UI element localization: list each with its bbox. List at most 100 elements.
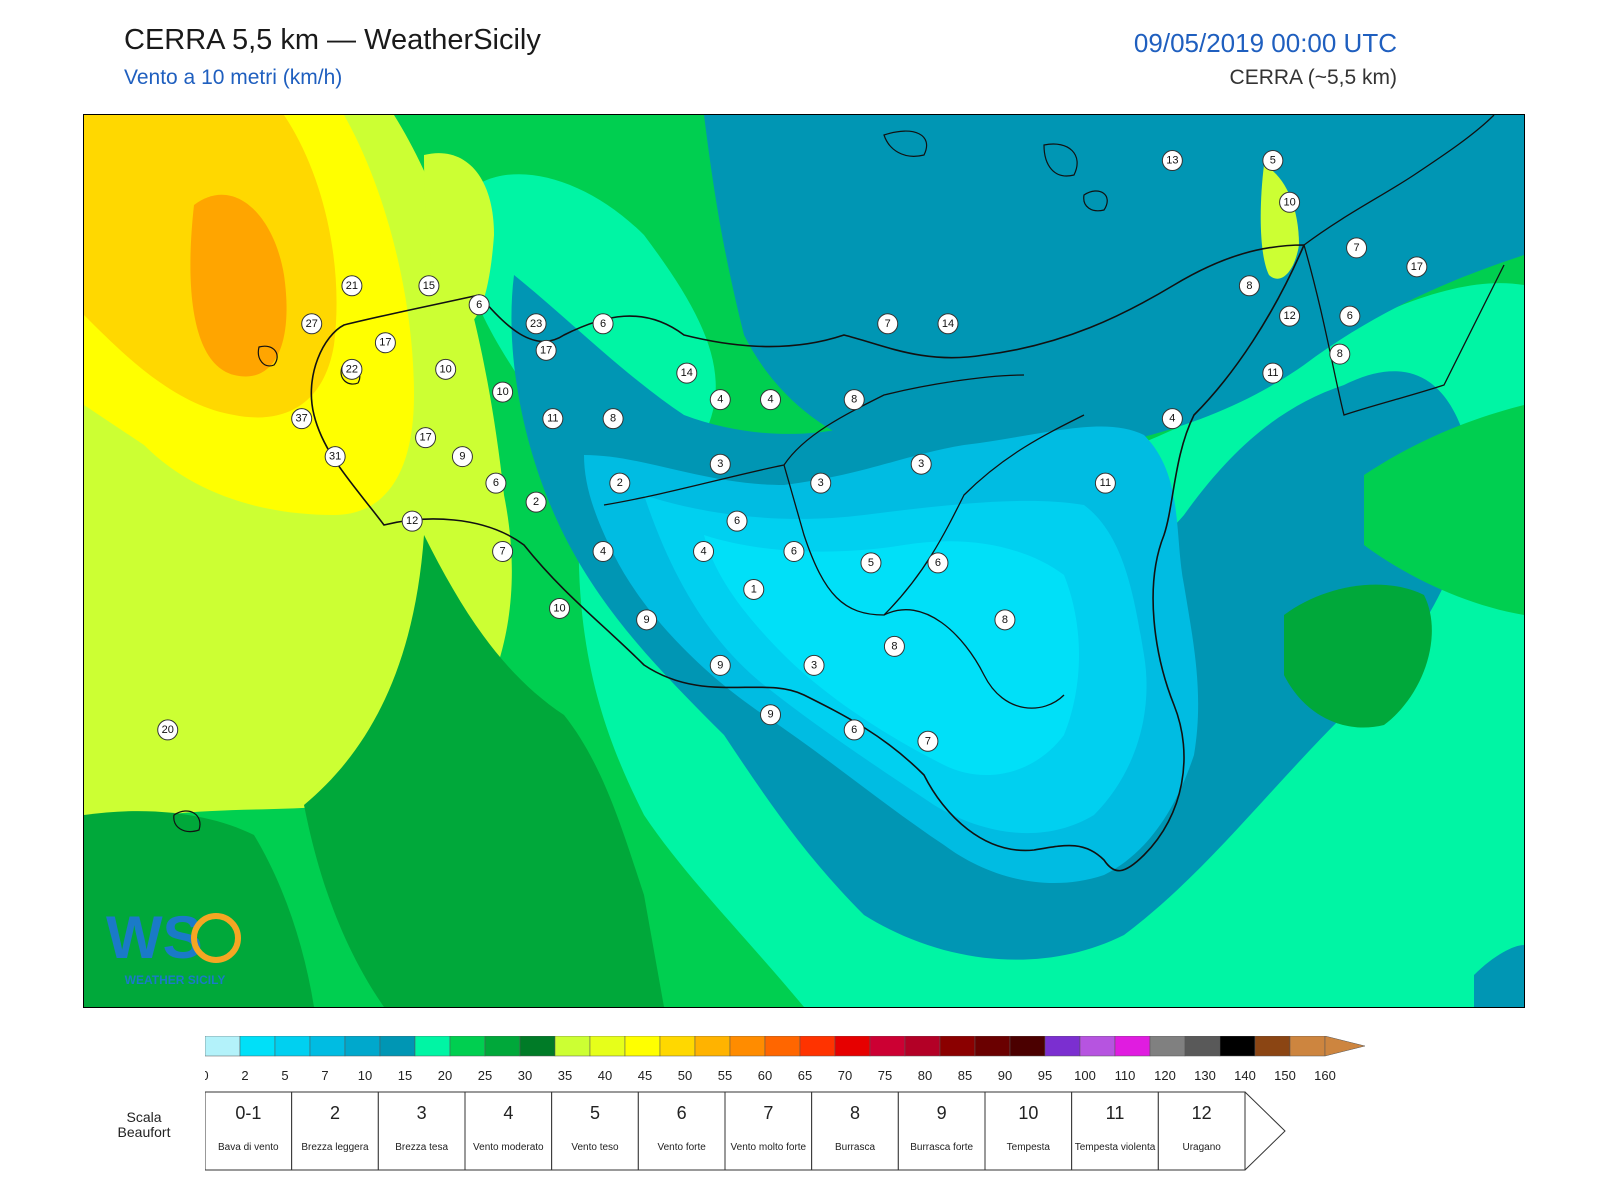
station-value: 3 xyxy=(717,458,723,470)
station-value: 14 xyxy=(681,367,693,379)
station-value: 5 xyxy=(868,557,874,569)
station-value: 9 xyxy=(644,614,650,626)
station-circle xyxy=(883,635,905,657)
beaufort-cell xyxy=(637,1091,726,1171)
colorbar-swatch xyxy=(449,1036,486,1057)
station-value: 4 xyxy=(600,546,606,558)
station-value: 10 xyxy=(1283,196,1295,208)
colorbar-swatch xyxy=(1184,1036,1221,1057)
calabria-coastline xyxy=(1303,115,1505,416)
beaufort-name: Vento moderato xyxy=(473,1142,544,1153)
station-marker: 12 xyxy=(401,510,423,532)
colorbar-tick-label: 85 xyxy=(958,1068,972,1083)
station-value: 11 xyxy=(1100,477,1111,489)
station-circle xyxy=(492,381,514,403)
beaufort-cell xyxy=(811,1091,899,1171)
station-circle xyxy=(609,472,631,494)
colorbar-swatch xyxy=(239,1036,276,1057)
station-marker: 23 xyxy=(525,313,547,335)
station-marker: 9 xyxy=(636,609,658,631)
station-value: 4 xyxy=(700,546,706,558)
station-circle xyxy=(1238,275,1260,297)
station-circle xyxy=(374,332,396,354)
station-circle xyxy=(803,654,825,676)
station-circle xyxy=(549,597,571,619)
station-marker: 7 xyxy=(1346,237,1368,259)
colorbar-swatch xyxy=(939,1036,976,1057)
colorbar-tick-label: 90 xyxy=(998,1068,1012,1083)
station-value: 2 xyxy=(533,496,539,508)
sicily-coastline xyxy=(310,244,1306,872)
station-circle xyxy=(492,541,514,563)
station-circle xyxy=(525,491,547,513)
beaufort-number: 9 xyxy=(937,1103,947,1123)
beaufort-name: Vento forte xyxy=(657,1142,706,1153)
station-circle xyxy=(693,541,715,563)
station-circle xyxy=(401,510,423,532)
station-circle xyxy=(341,358,363,380)
station-value: 15 xyxy=(423,280,435,292)
station-value: 7 xyxy=(925,735,931,747)
station-value: 10 xyxy=(440,363,452,375)
station-marker: 6 xyxy=(485,472,507,494)
station-circle xyxy=(937,313,959,335)
station-marker: 4 xyxy=(709,389,731,411)
colorbar-swatch xyxy=(589,1036,626,1057)
station-marker: 4 xyxy=(1161,408,1183,430)
station-circle xyxy=(1339,305,1361,327)
colorbar-tick-label: 130 xyxy=(1194,1068,1216,1083)
station-value: 6 xyxy=(476,299,482,311)
beaufort-cell xyxy=(551,1091,639,1171)
station-marker: 8 xyxy=(1238,275,1260,297)
station-value: 6 xyxy=(493,477,499,489)
colorbar-ticks: 0257101520253035404550556065707580859095… xyxy=(205,1068,1336,1083)
colorbar-tick-label: 75 xyxy=(878,1068,892,1083)
weathersicily-logo: WS WEATHER SICILY xyxy=(106,906,241,987)
colorbar-tick-label: 25 xyxy=(478,1068,492,1083)
station-value: 23 xyxy=(530,318,542,330)
field-green-east xyxy=(1364,405,1524,615)
station-value: 3 xyxy=(811,659,817,671)
station-circle xyxy=(860,552,882,574)
station-marker: 11 xyxy=(1094,472,1116,494)
station-value: 21 xyxy=(346,280,358,292)
station-circle xyxy=(602,408,624,430)
beaufort-number: 10 xyxy=(1018,1103,1038,1123)
station-value: 17 xyxy=(419,432,431,444)
station-value: 12 xyxy=(406,515,418,527)
station-marker: 17 xyxy=(1406,256,1428,278)
colorbar-tick-label: 35 xyxy=(558,1068,572,1083)
colorbar-swatch xyxy=(1009,1036,1046,1057)
station-value: 11 xyxy=(1267,367,1278,379)
colorbar-swatch xyxy=(309,1036,346,1057)
station-marker: 3 xyxy=(810,472,832,494)
station-marker: 9 xyxy=(709,654,731,676)
field-dark-green-sw xyxy=(84,811,314,1007)
station-marker: 6 xyxy=(843,719,865,741)
model-label: CERRA (~5,5 km) xyxy=(1229,66,1397,89)
station-marker: 5 xyxy=(1262,150,1284,172)
beaufort-name: Vento teso xyxy=(571,1142,619,1153)
beaufort-number: 12 xyxy=(1192,1103,1212,1123)
beaufort-name: Burrasca forte xyxy=(910,1142,973,1153)
colorbar: 0257101520253035404550556065707580859095… xyxy=(205,1036,1366,1083)
station-circle xyxy=(709,654,731,676)
beaufort-name: Burrasca xyxy=(835,1142,875,1153)
logo-text: WEATHER SICILY xyxy=(125,973,226,987)
station-value: 10 xyxy=(496,386,508,398)
colorbar-swatch xyxy=(205,1036,241,1057)
station-value: 8 xyxy=(1246,280,1252,292)
colorbar-swatch xyxy=(1219,1036,1256,1057)
station-value: 13 xyxy=(1166,155,1178,167)
colorbar-swatch xyxy=(624,1036,661,1057)
station-marker: 6 xyxy=(468,294,490,316)
colorbar-tick-label: 60 xyxy=(758,1068,772,1083)
station-marker: 7 xyxy=(492,541,514,563)
station-circle xyxy=(877,313,899,335)
station-circle xyxy=(535,339,557,361)
station-marker: 6 xyxy=(927,552,949,574)
colorbar-tick-label: 2 xyxy=(241,1068,248,1083)
station-marker: 3 xyxy=(803,654,825,676)
beaufort-name: Vento molto forte xyxy=(731,1142,807,1153)
